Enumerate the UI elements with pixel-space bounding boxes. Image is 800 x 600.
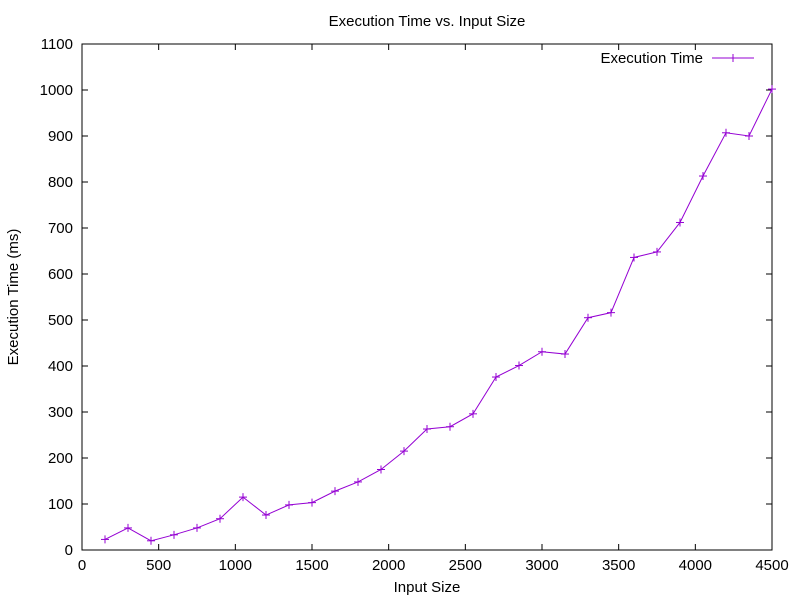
y-tick-label: 400 — [48, 358, 73, 375]
data-point — [285, 500, 293, 509]
y-tick-label: 600 — [48, 266, 73, 283]
x-tick-label: 3000 — [525, 557, 558, 574]
y-axis-title: Execution Time (ms) — [5, 229, 22, 366]
data-point — [722, 128, 730, 137]
data-point — [538, 347, 546, 356]
y-tick-label: 800 — [48, 174, 73, 191]
series-layer — [101, 85, 776, 545]
x-axis-title: Input Size — [394, 579, 461, 596]
data-point — [124, 523, 132, 532]
data-point — [607, 308, 615, 317]
data-point — [676, 218, 684, 227]
y-tick-label: 500 — [48, 312, 73, 329]
y-tick-label: 0 — [65, 542, 73, 559]
x-tick-label: 1000 — [219, 557, 252, 574]
data-point — [561, 350, 569, 359]
x-tick-label: 500 — [146, 557, 171, 574]
data-point — [400, 447, 408, 456]
legend-label: Execution Time — [600, 50, 703, 67]
y-tick-label: 300 — [48, 404, 73, 421]
data-point — [446, 422, 454, 431]
ticks-layer: 0 500 1000 1500 2000 2500 3000 3500 4000 4500 0 100… — [40, 36, 789, 574]
x-tick-label: 0 — [78, 557, 86, 574]
data-point — [630, 253, 638, 262]
y-tick-label: 900 — [48, 128, 73, 145]
data-point — [377, 465, 385, 474]
data-point — [699, 172, 707, 181]
x-tick-label: 1500 — [295, 557, 328, 574]
x-tick-label: 4000 — [679, 557, 712, 574]
data-point — [147, 536, 155, 545]
legend: Execution Time — [600, 50, 754, 67]
data-point — [308, 498, 316, 507]
data-point — [239, 493, 247, 502]
y-tick-label: 700 — [48, 220, 73, 237]
x-tick-label: 2500 — [449, 557, 482, 574]
data-point — [423, 425, 431, 434]
data-point — [745, 132, 753, 140]
y-tick-label: 100 — [48, 496, 73, 513]
data-point — [101, 535, 109, 544]
y-tick-label: 1100 — [41, 36, 73, 53]
data-point — [768, 85, 776, 94]
data-point — [216, 514, 224, 523]
series-line — [104, 88, 773, 542]
data-point — [331, 487, 339, 496]
y-tick-label: 200 — [48, 450, 73, 467]
x-tick-label: 3500 — [602, 557, 635, 574]
legend-sample — [712, 54, 754, 62]
data-point — [354, 477, 362, 486]
data-point — [515, 361, 523, 370]
data-point — [262, 511, 270, 520]
data-point — [193, 523, 201, 532]
chart-title: Execution Time vs. Input Size — [329, 13, 526, 30]
x-tick-label: 2000 — [372, 557, 405, 574]
data-point — [492, 373, 500, 382]
y-tick-label: 1000 — [40, 82, 73, 99]
data-point — [653, 247, 661, 256]
data-point — [584, 313, 592, 322]
data-point — [469, 409, 477, 418]
data-point — [170, 530, 178, 539]
x-tick-label: 4500 — [755, 557, 788, 574]
plot-frame — [81, 43, 773, 551]
